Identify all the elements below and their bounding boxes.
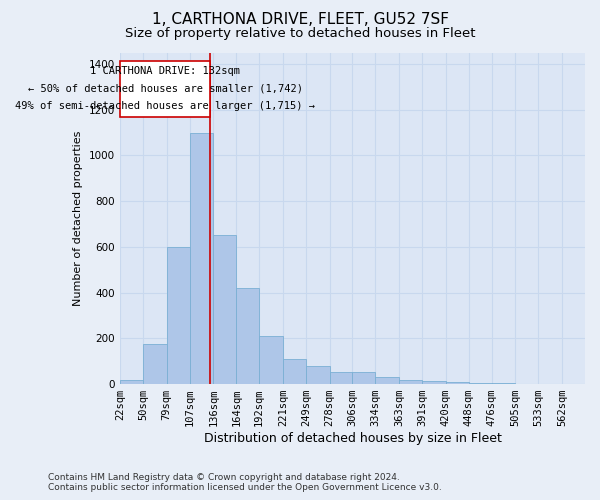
Y-axis label: Number of detached properties: Number of detached properties xyxy=(73,130,83,306)
Bar xyxy=(376,377,399,384)
Bar xyxy=(120,380,143,384)
Bar xyxy=(329,372,352,384)
X-axis label: Distribution of detached houses by size in Fleet: Distribution of detached houses by size … xyxy=(203,432,502,445)
Bar xyxy=(283,359,306,384)
Text: Size of property relative to detached houses in Fleet: Size of property relative to detached ho… xyxy=(125,28,475,40)
Bar xyxy=(306,366,329,384)
Bar xyxy=(352,372,376,384)
Bar xyxy=(120,60,210,116)
Bar xyxy=(167,247,190,384)
Text: ← 50% of detached houses are smaller (1,742): ← 50% of detached houses are smaller (1,… xyxy=(28,84,302,94)
Text: Contains HM Land Registry data © Crown copyright and database right 2024.
Contai: Contains HM Land Registry data © Crown c… xyxy=(48,473,442,492)
Bar xyxy=(190,132,214,384)
Bar xyxy=(143,344,167,384)
Bar xyxy=(422,382,446,384)
Bar xyxy=(214,236,236,384)
Bar xyxy=(446,382,469,384)
Bar xyxy=(259,336,283,384)
Bar xyxy=(399,380,422,384)
Bar xyxy=(469,383,491,384)
Text: 1, CARTHONA DRIVE, FLEET, GU52 7SF: 1, CARTHONA DRIVE, FLEET, GU52 7SF xyxy=(151,12,449,28)
Text: 49% of semi-detached houses are larger (1,715) →: 49% of semi-detached houses are larger (… xyxy=(15,102,315,112)
Bar xyxy=(236,288,259,384)
Text: 1 CARTHONA DRIVE: 132sqm: 1 CARTHONA DRIVE: 132sqm xyxy=(90,66,240,76)
